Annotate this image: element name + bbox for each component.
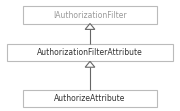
Text: IAuthorizationFilter: IAuthorizationFilter (53, 11, 127, 20)
Bar (23, 6, 157, 24)
Polygon shape (85, 24, 95, 29)
Bar (23, 90, 157, 107)
Text: AuthorizeAttribute: AuthorizeAttribute (54, 94, 126, 103)
Polygon shape (85, 61, 95, 67)
Bar (7, 44, 173, 61)
Text: AuthorizationFilterAttribute: AuthorizationFilterAttribute (37, 48, 143, 57)
